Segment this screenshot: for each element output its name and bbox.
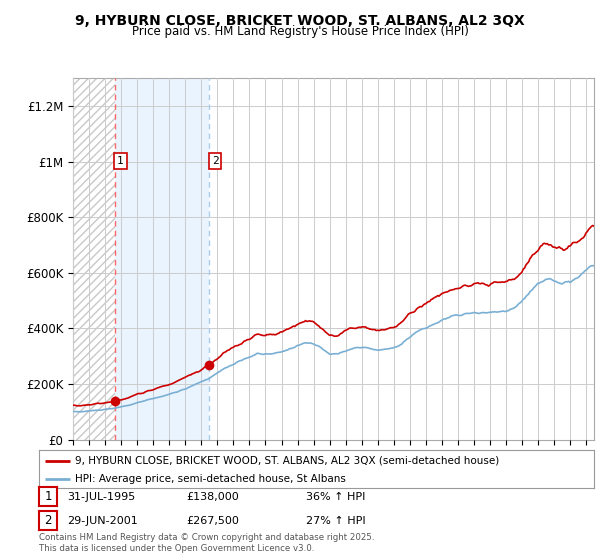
Text: 9, HYBURN CLOSE, BRICKET WOOD, ST. ALBANS, AL2 3QX (semi-detached house): 9, HYBURN CLOSE, BRICKET WOOD, ST. ALBAN…: [75, 455, 499, 465]
Bar: [209, 78, 594, 440]
Text: 36% ↑ HPI: 36% ↑ HPI: [306, 492, 365, 502]
Text: 9, HYBURN CLOSE, BRICKET WOOD, ST. ALBANS, AL2 3QX: 9, HYBURN CLOSE, BRICKET WOOD, ST. ALBAN…: [75, 14, 525, 28]
Text: 1: 1: [117, 156, 124, 166]
Text: 31-JUL-1995: 31-JUL-1995: [67, 492, 136, 502]
Text: 2: 2: [212, 156, 218, 166]
Text: Price paid vs. HM Land Registry's House Price Index (HPI): Price paid vs. HM Land Registry's House …: [131, 25, 469, 38]
Text: 29-JUN-2001: 29-JUN-2001: [67, 516, 138, 526]
Text: £138,000: £138,000: [186, 492, 239, 502]
Text: Contains HM Land Registry data © Crown copyright and database right 2025.
This d: Contains HM Land Registry data © Crown c…: [39, 533, 374, 553]
Bar: [73, 78, 115, 440]
Text: £267,500: £267,500: [186, 516, 239, 526]
Bar: [115, 78, 209, 440]
Text: 27% ↑ HPI: 27% ↑ HPI: [306, 516, 365, 526]
Text: HPI: Average price, semi-detached house, St Albans: HPI: Average price, semi-detached house,…: [75, 474, 346, 484]
Text: 2: 2: [44, 514, 52, 528]
Text: 1: 1: [44, 490, 52, 503]
